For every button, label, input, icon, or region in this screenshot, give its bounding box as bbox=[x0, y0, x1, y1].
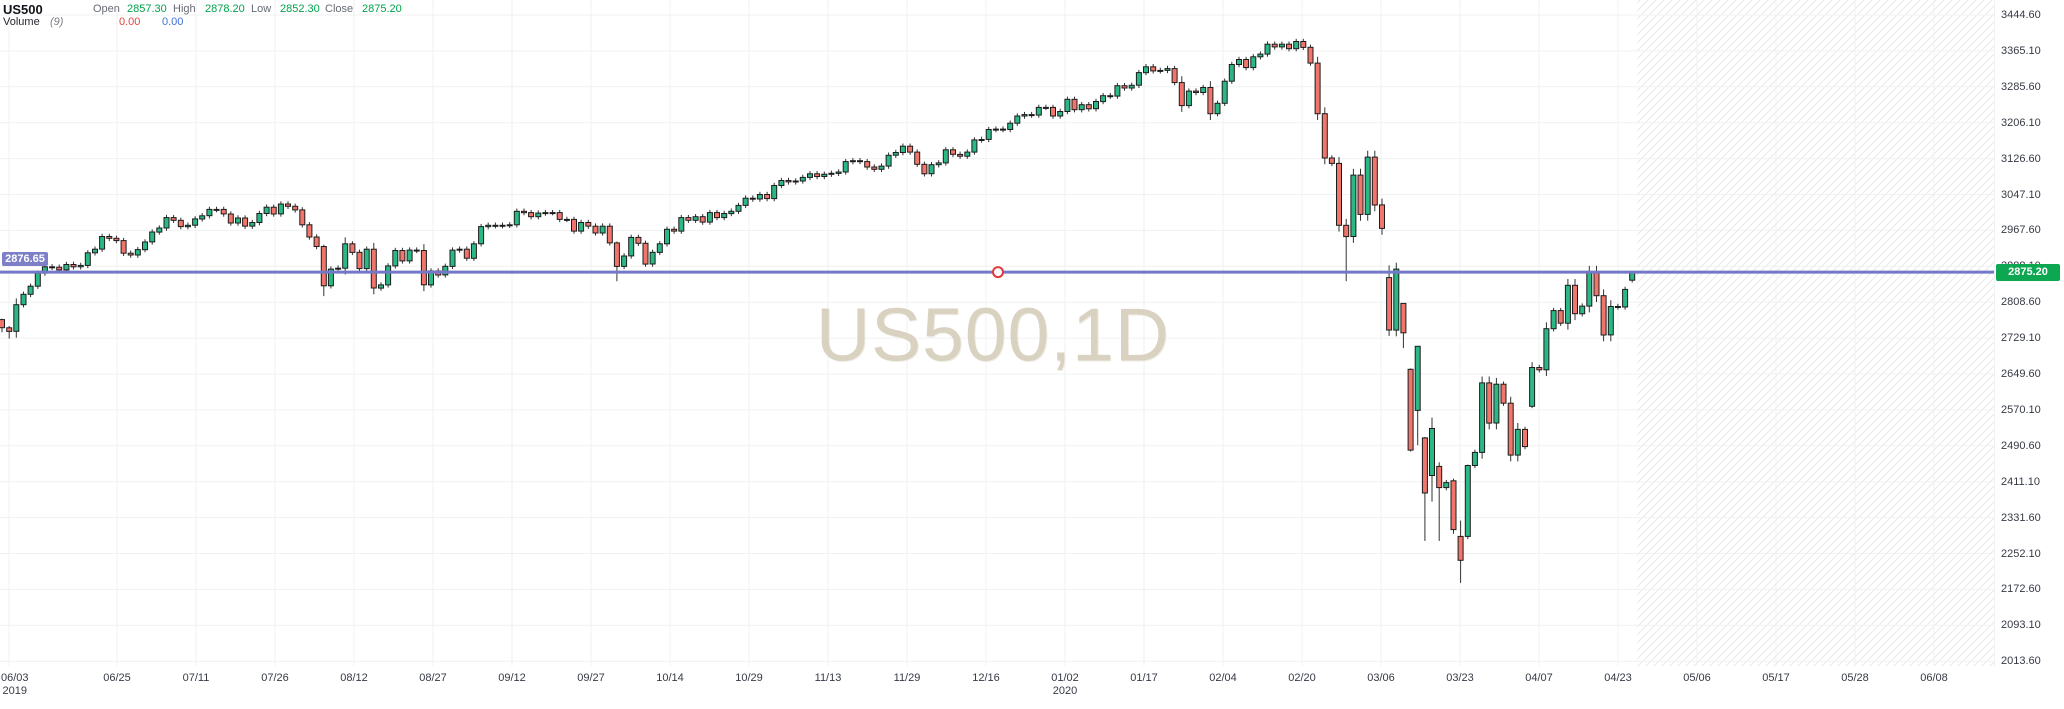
price-axis[interactable]: 3444.60 3365.10 3285.60 3206.10 3126.60 3047.… bbox=[1994, 0, 2064, 709]
line-anchor-handle bbox=[992, 266, 1004, 279]
high-label: High bbox=[173, 3, 196, 15]
volume-ma-value: 0.00 bbox=[162, 16, 184, 28]
price-tick-label: 2967.60 bbox=[2001, 224, 2041, 237]
volume-value: 0.00 bbox=[119, 16, 141, 28]
price-tick-label: 3206.10 bbox=[2001, 116, 2041, 129]
time-tick-label: 04/23 bbox=[1604, 672, 1632, 684]
gridlines bbox=[0, 0, 1994, 666]
time-tick-label: 02/20 bbox=[1288, 672, 1316, 684]
price-tick-label: 2093.10 bbox=[2001, 619, 2041, 632]
watermark: US500,1D bbox=[815, 292, 1171, 377]
time-tick-label: 04/07 bbox=[1525, 672, 1553, 684]
price-tick-label: 2331.60 bbox=[2001, 511, 2041, 524]
time-tick-label: 06/08 bbox=[1920, 672, 1948, 684]
close-label: Close bbox=[325, 3, 354, 15]
time-tick-label: 08/12 bbox=[340, 672, 368, 684]
price-tick-label: 2570.10 bbox=[2001, 403, 2041, 416]
time-tick-label: 11/13 bbox=[814, 672, 842, 684]
time-tick-label: 02/04 bbox=[1209, 672, 1237, 684]
open-label: Open bbox=[93, 3, 120, 15]
price-tick-label: 3047.10 bbox=[2001, 188, 2041, 201]
low-label: Low bbox=[251, 3, 272, 15]
time-tick-label: 08/27 bbox=[419, 672, 447, 684]
price-tick-label: 2411.10 bbox=[2001, 475, 2040, 488]
time-tick-label: 03/23 bbox=[1446, 672, 1474, 684]
time-tick-label: 12/16 bbox=[972, 672, 1000, 684]
time-tick-label: 05/17 bbox=[1762, 672, 1790, 684]
time-tick-label: 10/29 bbox=[735, 672, 763, 684]
price-tick-label: 2808.60 bbox=[2001, 296, 2041, 309]
price-tick-label: 2729.10 bbox=[2001, 332, 2041, 345]
price-tick-label: 3285.60 bbox=[2001, 80, 2041, 93]
price-tick-label: 3126.60 bbox=[2001, 152, 2041, 165]
time-tick-label: 05/28 bbox=[1841, 672, 1869, 684]
time-tick-label: 01/17 bbox=[1130, 672, 1158, 684]
time-tick-label: 05/06 bbox=[1683, 672, 1711, 684]
right-price-badge: 2875.20 bbox=[1996, 264, 2060, 281]
time-tick-label: 09/12 bbox=[498, 672, 526, 684]
price-tick-label: 2013.60 bbox=[2001, 655, 2041, 668]
time-tick-label: 06/03 2019 bbox=[1, 672, 29, 697]
time-tick-label: 01/02 2020 bbox=[1051, 672, 1079, 697]
price-tick-label: 2172.60 bbox=[2001, 583, 2041, 596]
time-tick-label: 11/29 bbox=[893, 672, 921, 684]
price-tick-label: 2490.60 bbox=[2001, 439, 2041, 452]
future-area bbox=[1637, 0, 1994, 678]
time-tick-label: 10/14 bbox=[656, 672, 684, 684]
high-value: 2878.20 bbox=[205, 3, 245, 15]
time-tick-label: 06/25 bbox=[103, 672, 131, 684]
volume-period: (9) bbox=[50, 16, 64, 28]
price-tick-label: 3365.10 bbox=[2001, 44, 2041, 57]
time-axis[interactable]: 06/03 2019 06/25 07/11 07/26 08/12 08/27 09/12… bbox=[0, 666, 2064, 709]
price-tick-label: 3444.60 bbox=[2001, 9, 2041, 21]
open-value: 2857.30 bbox=[127, 3, 167, 15]
candle-bodies bbox=[0, 41, 1636, 561]
low-value: 2852.30 bbox=[280, 3, 320, 15]
close-value: 2875.20 bbox=[362, 3, 402, 15]
time-tick-label: 07/11 bbox=[182, 672, 210, 684]
price-tick-label: 2252.10 bbox=[2001, 547, 2041, 560]
price-tick-label: 2649.60 bbox=[2001, 368, 2041, 380]
time-tick-label: 07/26 bbox=[261, 672, 289, 684]
volume-label[interactable]: Volume bbox=[3, 16, 40, 28]
symbol-name[interactable]: US500 bbox=[3, 2, 43, 17]
left-price-badge: 2876.65 bbox=[2, 252, 48, 266]
time-tick-label: 09/27 bbox=[577, 672, 605, 684]
time-tick-label: 03/06 bbox=[1367, 672, 1395, 684]
